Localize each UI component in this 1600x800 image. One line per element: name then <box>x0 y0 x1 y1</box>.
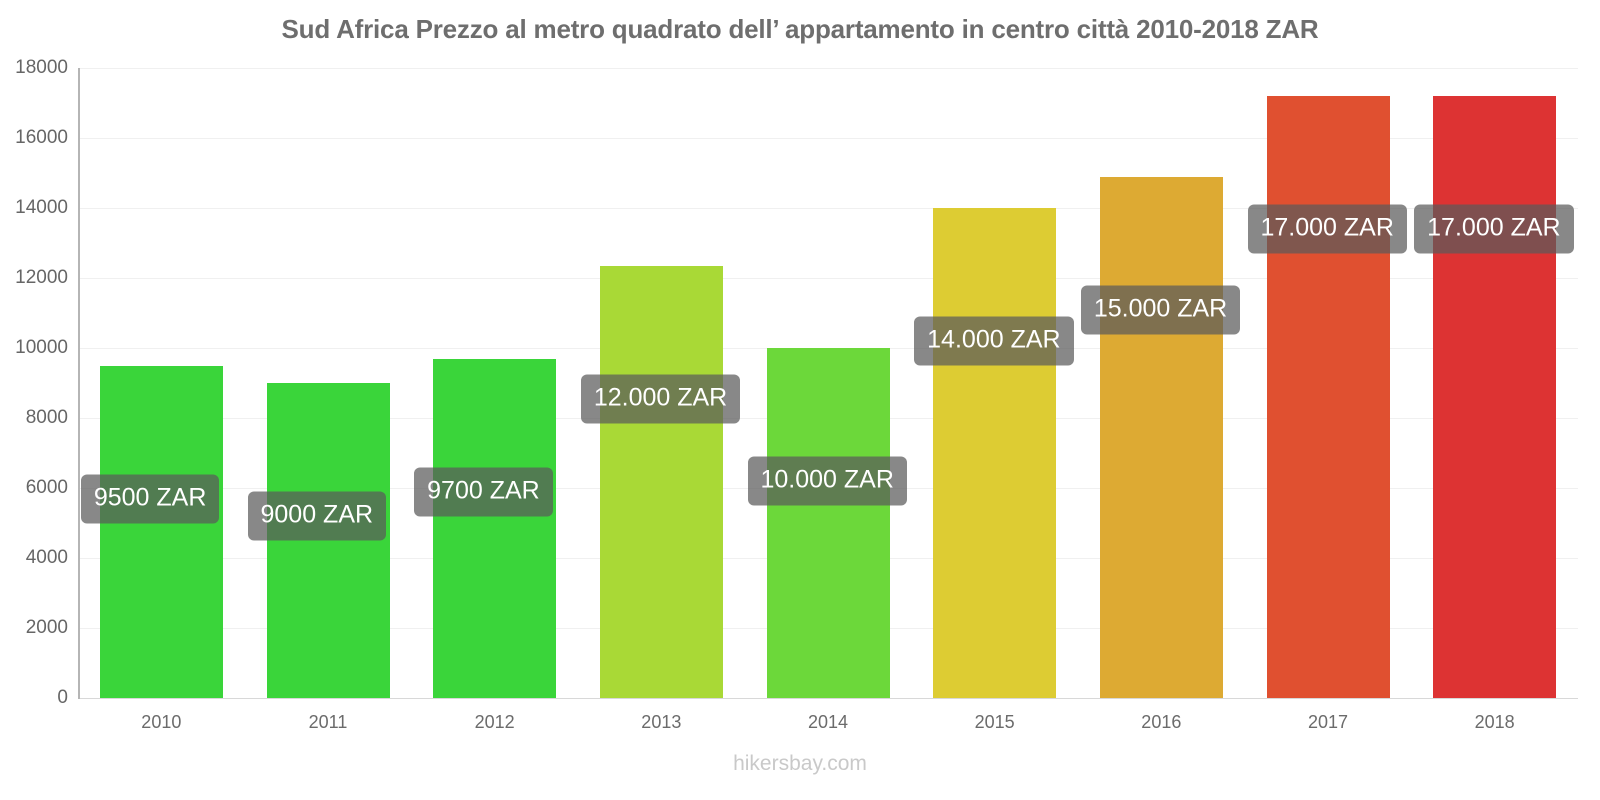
x-axis-tick-label: 2012 <box>474 712 515 732</box>
gridline <box>78 208 1578 209</box>
y-axis-tick-label: 0 <box>57 687 68 708</box>
bar[interactable] <box>933 208 1057 698</box>
bar-value-label: 15.000 ZAR <box>1080 285 1241 334</box>
gridline <box>78 698 1578 699</box>
gridline <box>78 68 1578 69</box>
bar-value-label: 12.000 ZAR <box>580 374 741 424</box>
gridline <box>78 278 1578 279</box>
bar[interactable] <box>1433 96 1557 698</box>
bar-value-label: 9700 ZAR <box>414 467 553 516</box>
y-axis-tick-label: 4000 <box>25 547 68 568</box>
chart-title: Sud Africa Prezzo al metro quadrato dell… <box>281 14 1319 44</box>
bar[interactable] <box>766 348 890 698</box>
y-axis-tick-label: 2000 <box>25 617 68 638</box>
bar-value-label: 9000 ZAR <box>247 491 387 541</box>
x-axis-tick-label: 2016 <box>1141 712 1182 732</box>
bar[interactable] <box>433 358 557 698</box>
y-axis-tick-label: 8000 <box>25 407 68 428</box>
y-axis-tick-label: 18000 <box>15 57 68 78</box>
x-axis-tick-label: 2013 <box>641 712 682 732</box>
y-axis-line <box>78 68 80 699</box>
bar-value-label: 9500 ZAR <box>80 474 220 523</box>
x-axis-tick-label: 2015 <box>974 712 1015 732</box>
x-axis-tick-label: 2018 <box>1474 712 1515 732</box>
x-axis-tick-label: 2014 <box>807 712 849 732</box>
y-axis-tick-label: 16000 <box>15 127 68 148</box>
y-axis-tick-label: 6000 <box>25 477 68 498</box>
bar-value-label: 17.000 ZAR <box>1414 204 1574 254</box>
bar[interactable] <box>1266 96 1390 698</box>
bar[interactable] <box>1099 176 1223 698</box>
y-axis-tick-label: 14000 <box>15 197 68 218</box>
gridline <box>78 138 1578 139</box>
bar-value-label: 14.000 ZAR <box>914 316 1074 366</box>
y-axis-tick-label: 10000 <box>15 337 68 358</box>
bar[interactable] <box>266 383 390 698</box>
bar[interactable] <box>99 365 223 698</box>
x-axis-tick-label: 2010 <box>141 712 182 732</box>
x-axis-tick-label: 2011 <box>308 712 348 732</box>
y-axis-tick-label: 12000 <box>15 267 68 288</box>
bar[interactable] <box>599 265 723 698</box>
x-axis-tick-label: 2017 <box>1307 712 1349 732</box>
footer-source: hikersbay.com <box>733 752 867 775</box>
bar-value-label: 17.000 ZAR <box>1247 204 1407 254</box>
bar-value-label: 10.000 ZAR <box>747 456 907 506</box>
plot-area: 9500 ZAR 9000 ZAR 9700 ZAR 12.000 ZAR 10.000… <box>78 68 1578 699</box>
